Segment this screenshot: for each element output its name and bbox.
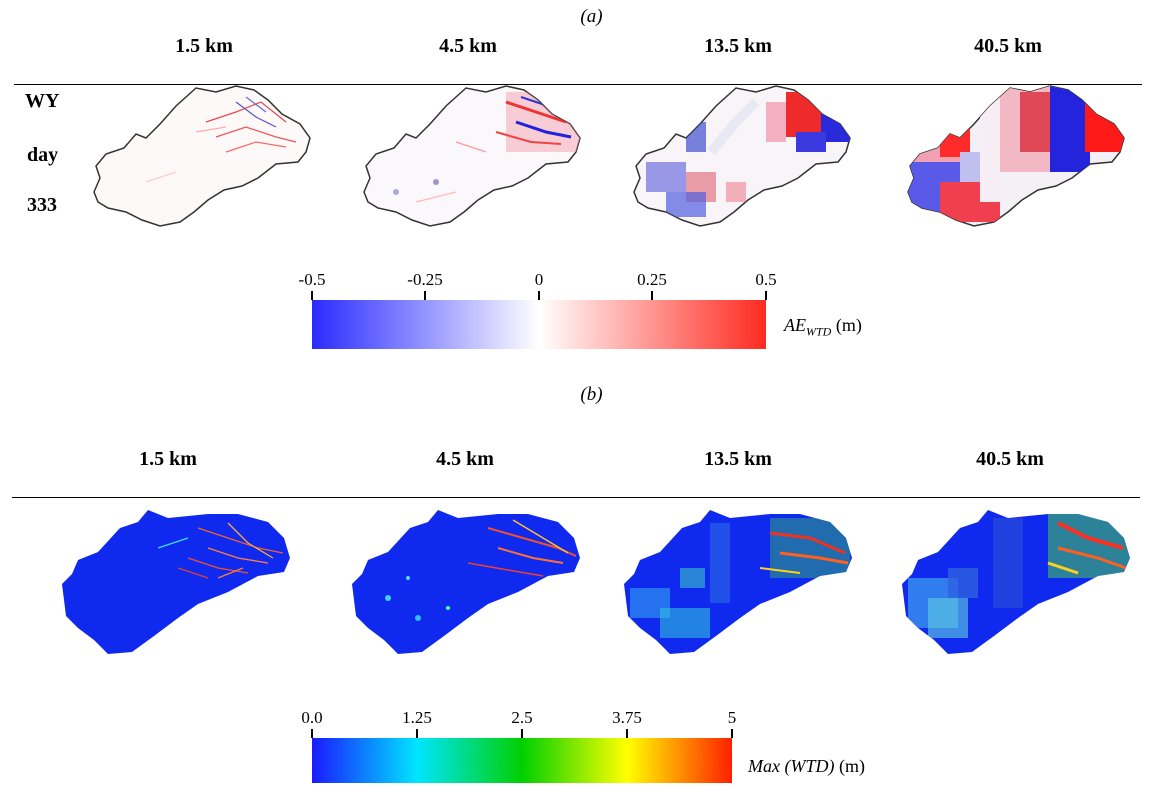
- colorbar-gradient-bwr: [312, 300, 766, 349]
- panel-b-column-header: 1.5 km: [139, 448, 197, 470]
- panel-a-column-header: 13.5 km: [704, 35, 772, 57]
- colorbar-title-main: AE: [784, 315, 806, 335]
- colorbar-tick-mark: [651, 291, 653, 300]
- error-map-1-5km: [93, 85, 311, 227]
- colorbar-tick-mark: [538, 291, 540, 300]
- colorbar-title-main: Max (WTD): [748, 756, 835, 776]
- panel-a-column-header: 40.5 km: [974, 35, 1042, 57]
- max-wtd-map-4-5km: [352, 510, 580, 654]
- colorbar-tick-label: 0.5: [755, 270, 777, 289]
- row-label-line: WY: [25, 90, 60, 112]
- colorbar-tick-mark: [311, 291, 313, 300]
- panel-b-label: (b): [580, 384, 603, 405]
- colorbar-title-subscript: WTD: [806, 324, 832, 339]
- colorbar-title-unit: (m): [835, 315, 862, 335]
- max-wtd-map-40-5km: [902, 510, 1130, 654]
- colorbar-tick-label: 5: [727, 708, 737, 727]
- colorbar-tick-label: -0.25: [407, 270, 443, 289]
- panel-a-header-rule: [14, 84, 1142, 85]
- colorbar-tick-label: 0.0: [301, 708, 323, 727]
- colorbar-tick-mark: [626, 729, 628, 738]
- colorbar-title: AEWTD (m): [784, 315, 862, 340]
- colorbar-tick-mark: [424, 291, 426, 300]
- panel-b-colorbar: 0.0 1.25 2.5 3.75 5 Max (WTD) (m): [301, 708, 912, 798]
- panel-a-label: (a): [580, 6, 603, 27]
- panel-b-column-header: 40.5 km: [976, 448, 1044, 470]
- row-label-line: 333: [27, 194, 57, 216]
- max-wtd-map-13-5km: [624, 510, 852, 654]
- error-map-4-5km: [363, 85, 581, 227]
- colorbar-title-unit: (m): [838, 756, 865, 776]
- colorbar-tick-mark: [731, 729, 733, 738]
- panel-b-column-header: 13.5 km: [704, 448, 772, 470]
- error-map-13-5km: [633, 85, 851, 227]
- max-wtd-map-1-5km: [62, 510, 290, 654]
- panel-a-column-header: 1.5 km: [175, 35, 233, 57]
- colorbar-gradient-rainbow: [312, 738, 732, 783]
- colorbar-tick-label: 0: [534, 270, 544, 289]
- panel-b-header-rule: [12, 497, 1140, 498]
- colorbar-tick-mark: [765, 291, 767, 300]
- colorbar-tick-mark: [416, 729, 418, 738]
- panel-a-column-header: 4.5 km: [439, 35, 497, 57]
- colorbar-tick-mark: [521, 729, 523, 738]
- colorbar-tick-label: 2.5: [511, 708, 533, 727]
- colorbar-tick-label: -0.5: [298, 270, 326, 289]
- colorbar-tick-label: 3.75: [612, 708, 642, 727]
- panel-a-colorbar: -0.5 -0.25 0 0.25 0.5 AEWTD (m): [299, 270, 872, 360]
- colorbar-tick-mark: [311, 729, 313, 738]
- colorbar-tick-label: 1.25: [402, 708, 432, 727]
- colorbar-tick-label: 0.25: [637, 270, 667, 289]
- colorbar-title: Max (WTD) (m): [748, 756, 865, 777]
- error-map-40-5km: [907, 85, 1125, 227]
- row-label-line: day: [27, 144, 59, 166]
- panel-b-column-header: 4.5 km: [436, 448, 494, 470]
